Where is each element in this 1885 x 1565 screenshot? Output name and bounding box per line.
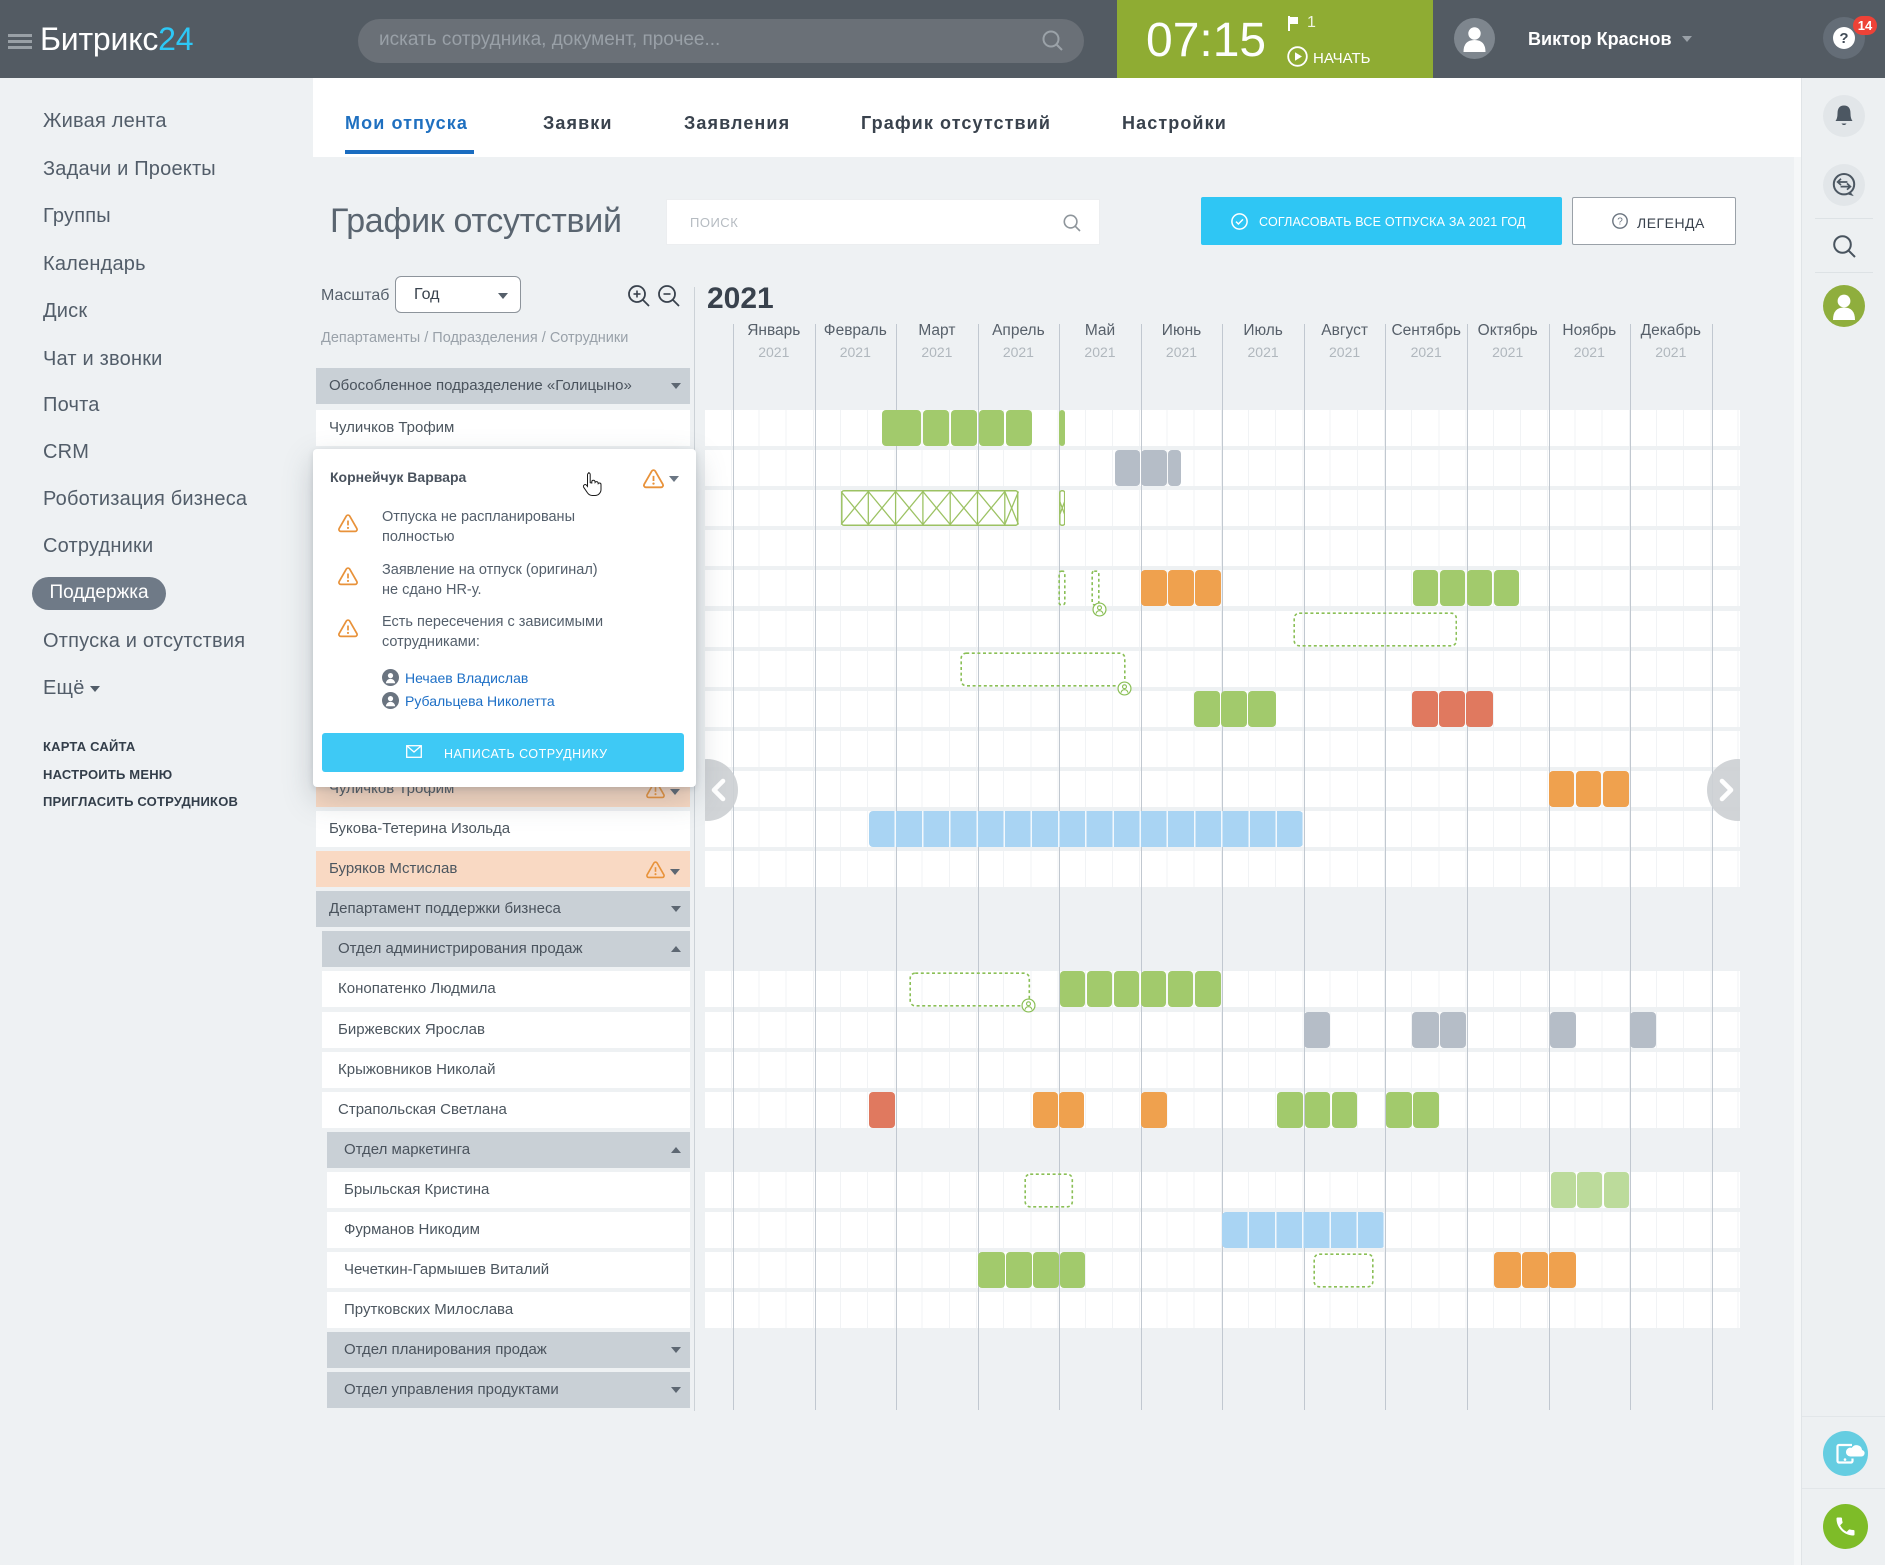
svg-text:?: ? xyxy=(1617,217,1623,228)
